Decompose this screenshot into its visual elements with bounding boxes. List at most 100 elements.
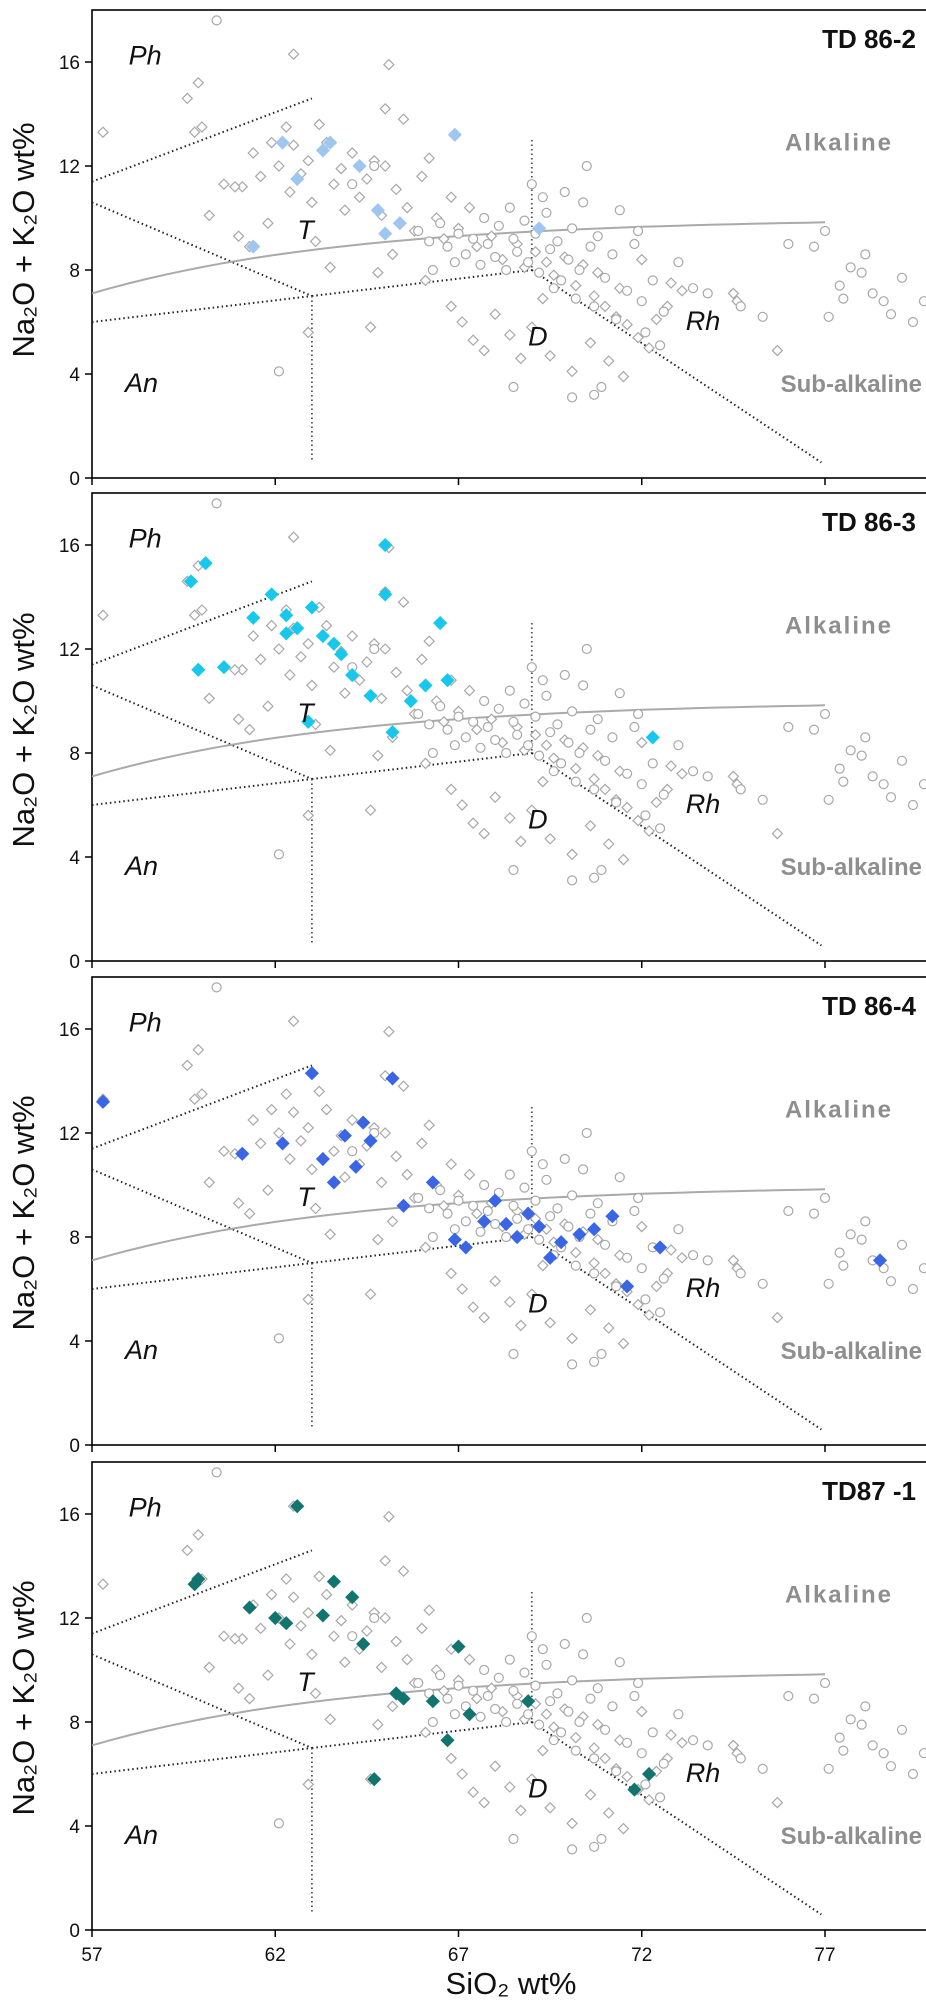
reference-diamond-point bbox=[196, 121, 208, 133]
reference-circle-point bbox=[570, 293, 581, 304]
y-tick-label: 12 bbox=[59, 1124, 80, 1145]
sample-point bbox=[458, 1240, 473, 1255]
reference-circle-point bbox=[585, 1693, 596, 1704]
sample-point bbox=[216, 660, 232, 675]
reference-diamond-point bbox=[295, 1619, 307, 1632]
plot-area bbox=[92, 15, 926, 464]
reference-diamond-point bbox=[643, 825, 655, 837]
reference-diamond-point bbox=[379, 102, 392, 115]
reference-circle-point bbox=[559, 1153, 570, 1165]
reference-diamond-point bbox=[397, 1565, 410, 1578]
reference-diamond-point bbox=[401, 1653, 414, 1666]
reference-circle-point bbox=[599, 272, 611, 283]
reference-diamond-point bbox=[379, 1127, 392, 1139]
reference-diamond-point bbox=[632, 1298, 644, 1311]
sample-point bbox=[95, 1094, 111, 1109]
reference-diamond-point bbox=[569, 762, 582, 775]
reference-diamond-point bbox=[232, 1682, 245, 1695]
reference-diamond-point bbox=[196, 604, 208, 616]
reference-circle-point bbox=[508, 716, 519, 727]
reference-circle-point bbox=[658, 789, 669, 800]
reference-circle-point bbox=[918, 1263, 926, 1274]
reference-diamond-point bbox=[617, 1822, 630, 1835]
reference-diamond-point bbox=[489, 308, 501, 321]
reference-circle-point bbox=[552, 236, 563, 247]
reference-circle-point bbox=[490, 734, 501, 746]
reference-circle-point bbox=[607, 249, 618, 260]
reference-circle-point bbox=[369, 160, 380, 172]
reference-diamond-point bbox=[262, 217, 274, 230]
reference-diamond-point bbox=[470, 240, 483, 253]
reference-circle-point bbox=[585, 241, 596, 252]
reference-circle-point bbox=[468, 233, 479, 244]
reference-circle-point bbox=[435, 218, 446, 229]
reference-circle-point bbox=[468, 716, 479, 727]
reference-circle-point bbox=[537, 1159, 548, 1170]
reference-circle-point bbox=[629, 721, 640, 733]
reference-diamond-point bbox=[265, 619, 278, 632]
reference-diamond-point bbox=[353, 191, 366, 204]
reference-diamond-point bbox=[232, 713, 245, 726]
reference-circle-point bbox=[918, 779, 926, 790]
reference-circle-point bbox=[885, 792, 897, 803]
reference-diamond-point bbox=[287, 531, 300, 544]
reference-diamond-point bbox=[188, 1093, 201, 1106]
reference-circle-point bbox=[369, 1612, 380, 1624]
reference-circle-point bbox=[589, 1356, 600, 1367]
reference-circle-point bbox=[530, 1195, 541, 1206]
reference-diamond-point bbox=[588, 290, 600, 302]
reference-diamond-point bbox=[203, 1176, 216, 1189]
field-boundary-4 bbox=[311, 752, 532, 780]
reference-circle-point bbox=[783, 721, 794, 733]
reference-diamond-point bbox=[390, 666, 403, 679]
field-label-d: D bbox=[528, 1288, 548, 1318]
sample-point bbox=[418, 678, 433, 693]
reference-diamond-point bbox=[243, 1207, 256, 1220]
reference-circle-point bbox=[823, 311, 834, 322]
reference-diamond-point bbox=[284, 1153, 296, 1165]
reference-diamond-point bbox=[232, 1197, 245, 1210]
reference-diamond-point bbox=[456, 799, 469, 811]
reference-diamond-point bbox=[514, 1804, 527, 1817]
reference-circle-point bbox=[845, 262, 856, 273]
reference-diamond-point bbox=[372, 749, 384, 762]
sample-point bbox=[653, 1240, 668, 1255]
reference-diamond-point bbox=[284, 1638, 296, 1650]
reference-diamond-point bbox=[203, 209, 216, 222]
plot-area bbox=[92, 498, 926, 947]
reference-diamond-point bbox=[445, 191, 458, 204]
reference-diamond-point bbox=[467, 334, 480, 347]
reference-circle-point bbox=[490, 1703, 501, 1715]
reference-circle-point bbox=[610, 797, 622, 808]
reference-diamond-point bbox=[536, 1744, 549, 1757]
reference-circle-point bbox=[907, 1283, 919, 1295]
reference-diamond-point bbox=[643, 1309, 655, 1321]
reference-circle-point bbox=[479, 1664, 490, 1676]
field-label-rh: Rh bbox=[686, 1273, 721, 1303]
reference-diamond-point bbox=[192, 76, 205, 89]
reference-circle-point bbox=[211, 982, 222, 993]
reference-diamond-point bbox=[503, 1296, 516, 1308]
sample-point bbox=[323, 135, 338, 150]
reference-diamond-point bbox=[514, 835, 527, 848]
reference-diamond-point bbox=[617, 853, 630, 866]
sample-point bbox=[279, 626, 294, 641]
reference-diamond-point bbox=[390, 183, 403, 196]
reference-diamond-point bbox=[243, 723, 256, 736]
field-label-ph: Ph bbox=[129, 524, 162, 554]
sample-point bbox=[477, 1214, 492, 1229]
reference-circle-point bbox=[563, 1706, 574, 1717]
reference-circle-point bbox=[508, 233, 519, 244]
reference-circle-point bbox=[614, 205, 625, 216]
reference-circle-point bbox=[896, 755, 908, 766]
reference-circle-point bbox=[578, 197, 589, 208]
reference-diamond-point bbox=[254, 170, 267, 183]
reference-circle-point bbox=[808, 1693, 820, 1704]
reference-circle-point bbox=[442, 724, 453, 735]
reference-circle-point bbox=[878, 1748, 889, 1759]
reference-diamond-point bbox=[254, 1622, 267, 1635]
reference-circle-point bbox=[610, 1766, 622, 1777]
sample-point bbox=[290, 621, 305, 636]
reference-circle-point bbox=[526, 1146, 537, 1157]
reference-circle-point bbox=[592, 714, 603, 725]
